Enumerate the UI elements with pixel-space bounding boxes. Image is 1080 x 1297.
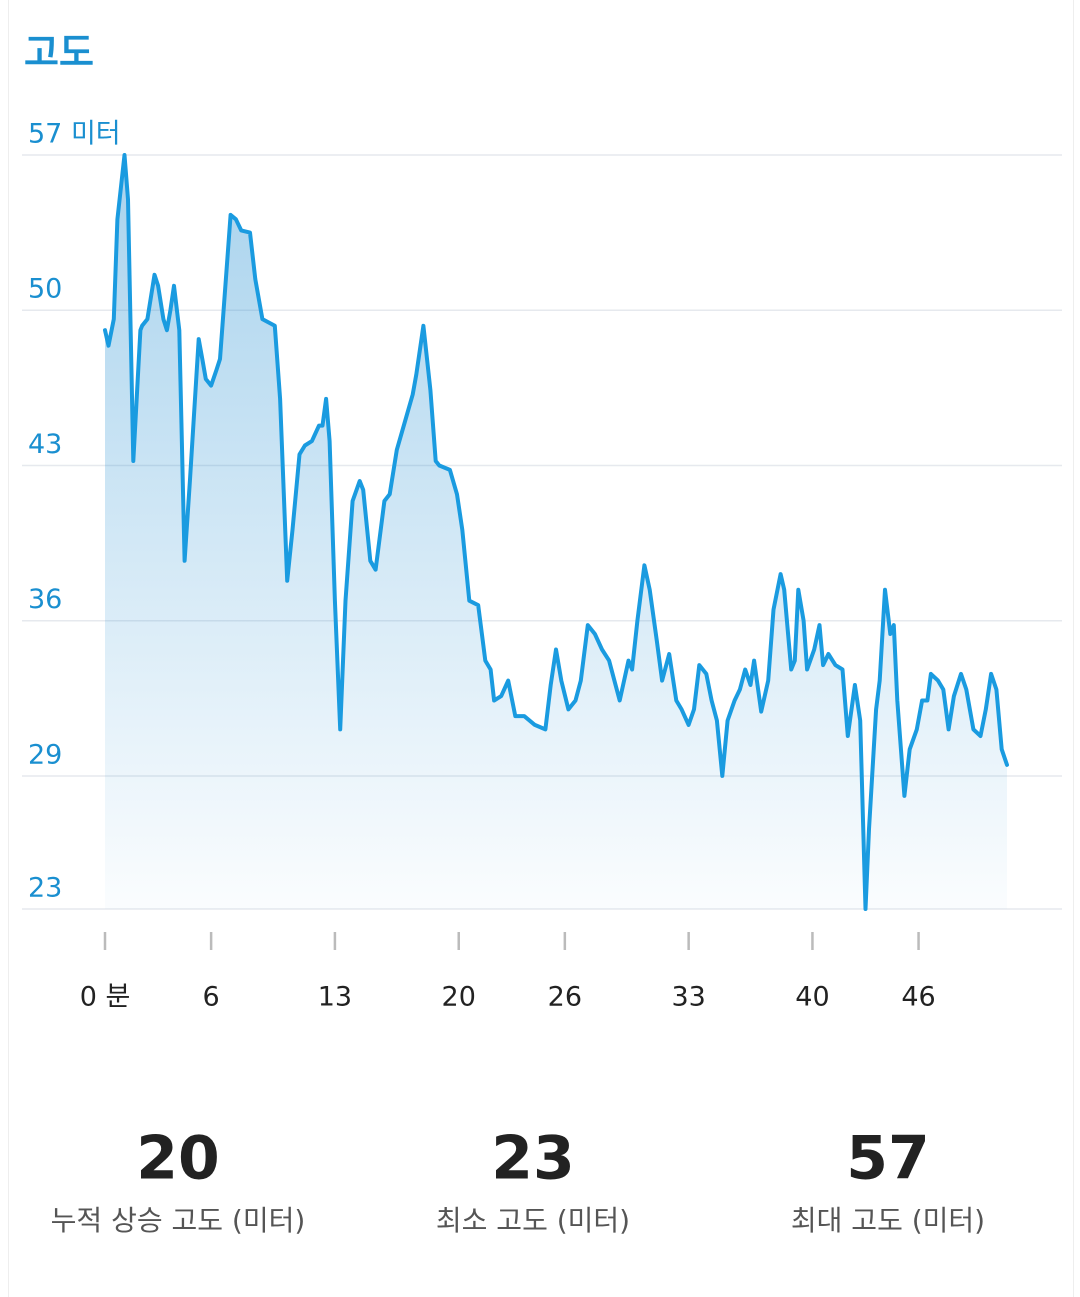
altitude-line (103, 153, 1009, 911)
x-tick-label: 0 분 (80, 982, 131, 1013)
stat-label: 최소 고도 (미터) (436, 1204, 630, 1237)
area-fill (105, 155, 1007, 909)
y-tick-label: 57 미터 (28, 119, 121, 150)
x-tick-label: 13 (318, 982, 352, 1013)
x-tick-label: 33 (671, 982, 705, 1013)
x-tick-label: 26 (548, 982, 582, 1013)
stat-value: 57 (846, 1124, 930, 1194)
x-tick-label: 46 (901, 982, 935, 1013)
chart-title: 고도 (24, 31, 94, 75)
y-tick-label: 29 (28, 739, 62, 770)
x-tick-label: 20 (442, 982, 476, 1013)
y-tick-label: 50 (28, 274, 62, 305)
y-tick-label: 36 (28, 584, 62, 615)
y-tick-label: 43 (28, 429, 62, 460)
stat-label: 최대 고도 (미터) (791, 1204, 985, 1237)
stat-value: 20 (136, 1124, 220, 1194)
stat-label: 누적 상승 고도 (미터) (51, 1204, 306, 1237)
y-tick-label: 23 (28, 873, 62, 904)
stat-value: 23 (491, 1124, 575, 1194)
x-tick-label: 6 (203, 982, 220, 1013)
x-tick-label: 40 (795, 982, 829, 1013)
